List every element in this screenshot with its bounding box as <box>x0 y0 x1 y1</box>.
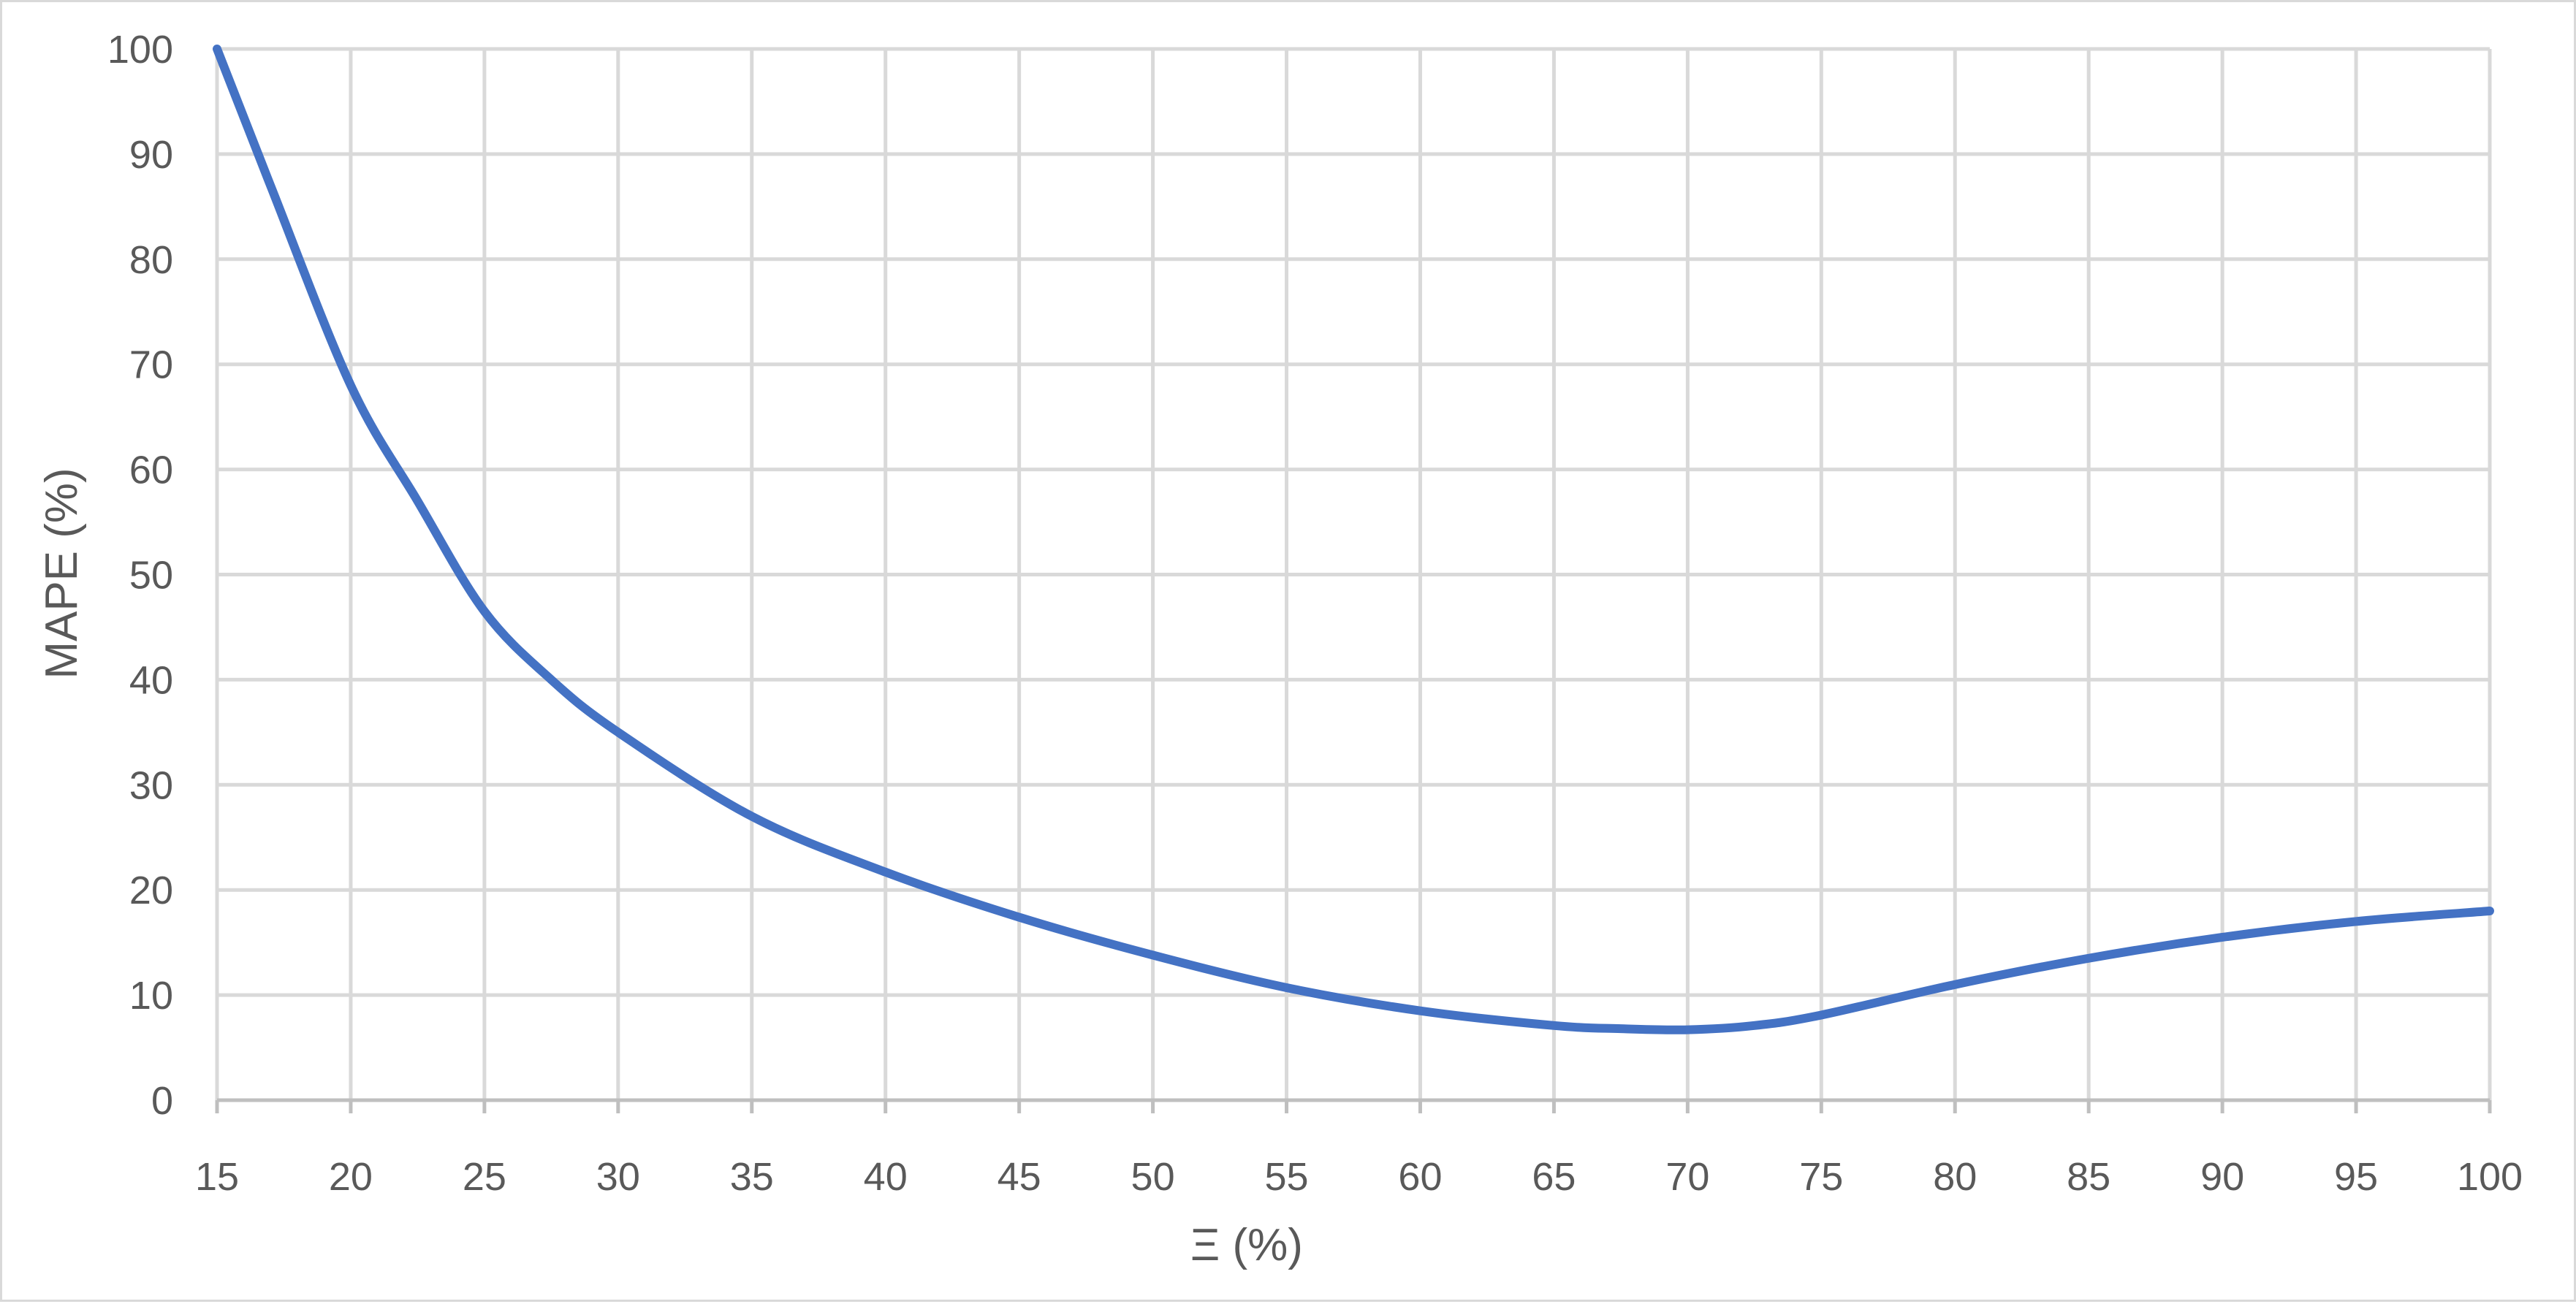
x-tick-label-70: 70 <box>1665 1155 1709 1199</box>
x-tick-label-25: 25 <box>463 1155 506 1199</box>
y-tick-label-0: 0 <box>151 1079 173 1123</box>
series-line-0 <box>213 45 2494 1034</box>
x-tick-label-100: 100 <box>2457 1155 2523 1199</box>
y-tick-label-50: 50 <box>129 554 173 598</box>
x-tick-label-45: 45 <box>998 1155 1041 1199</box>
x-tick-label-30: 30 <box>596 1155 640 1199</box>
x-axis-tick-labels: 15 20 25 30 35 40 45 50 55 60 65 70 75 80 85 90 95 100 <box>195 1155 2523 1199</box>
x-tick-label-50: 50 <box>1131 1155 1175 1199</box>
y-axis-tick-labels: 0 10 20 30 40 50 60 70 80 90 100 <box>107 28 173 1123</box>
x-tick-label-40: 40 <box>864 1155 908 1199</box>
y-tick-label-10: 10 <box>129 974 173 1018</box>
x-tick-label-80: 80 <box>1933 1155 1977 1199</box>
x-tick-label-35: 35 <box>730 1155 774 1199</box>
x-tick-label-15: 15 <box>195 1155 239 1199</box>
x-tick-label-90: 90 <box>2200 1155 2244 1199</box>
x-tick-label-75: 75 <box>1799 1155 1843 1199</box>
x-tick-label-60: 60 <box>1398 1155 1442 1199</box>
y-tick-label-70: 70 <box>129 343 173 387</box>
y-tick-label-40: 40 <box>129 658 173 702</box>
y-tick-label-80: 80 <box>129 238 173 282</box>
x-tick-label-85: 85 <box>2067 1155 2110 1199</box>
y-tick-label-60: 60 <box>129 449 173 492</box>
x-tick-label-20: 20 <box>329 1155 373 1199</box>
x-tick-label-95: 95 <box>2334 1155 2378 1199</box>
gridlines <box>215 47 2492 1113</box>
y-tick-label-30: 30 <box>129 763 173 807</box>
y-tick-label-100: 100 <box>107 28 173 72</box>
series-layer <box>213 45 2494 1034</box>
x-tick-label-65: 65 <box>1532 1155 1576 1199</box>
x-tick-label-55: 55 <box>1264 1155 1308 1199</box>
y-tick-label-90: 90 <box>129 133 173 177</box>
y-axis-title: MAPE (%) <box>37 468 87 679</box>
x-axis-title: Ξ (%) <box>1190 1220 1303 1270</box>
y-tick-label-20: 20 <box>129 869 173 912</box>
